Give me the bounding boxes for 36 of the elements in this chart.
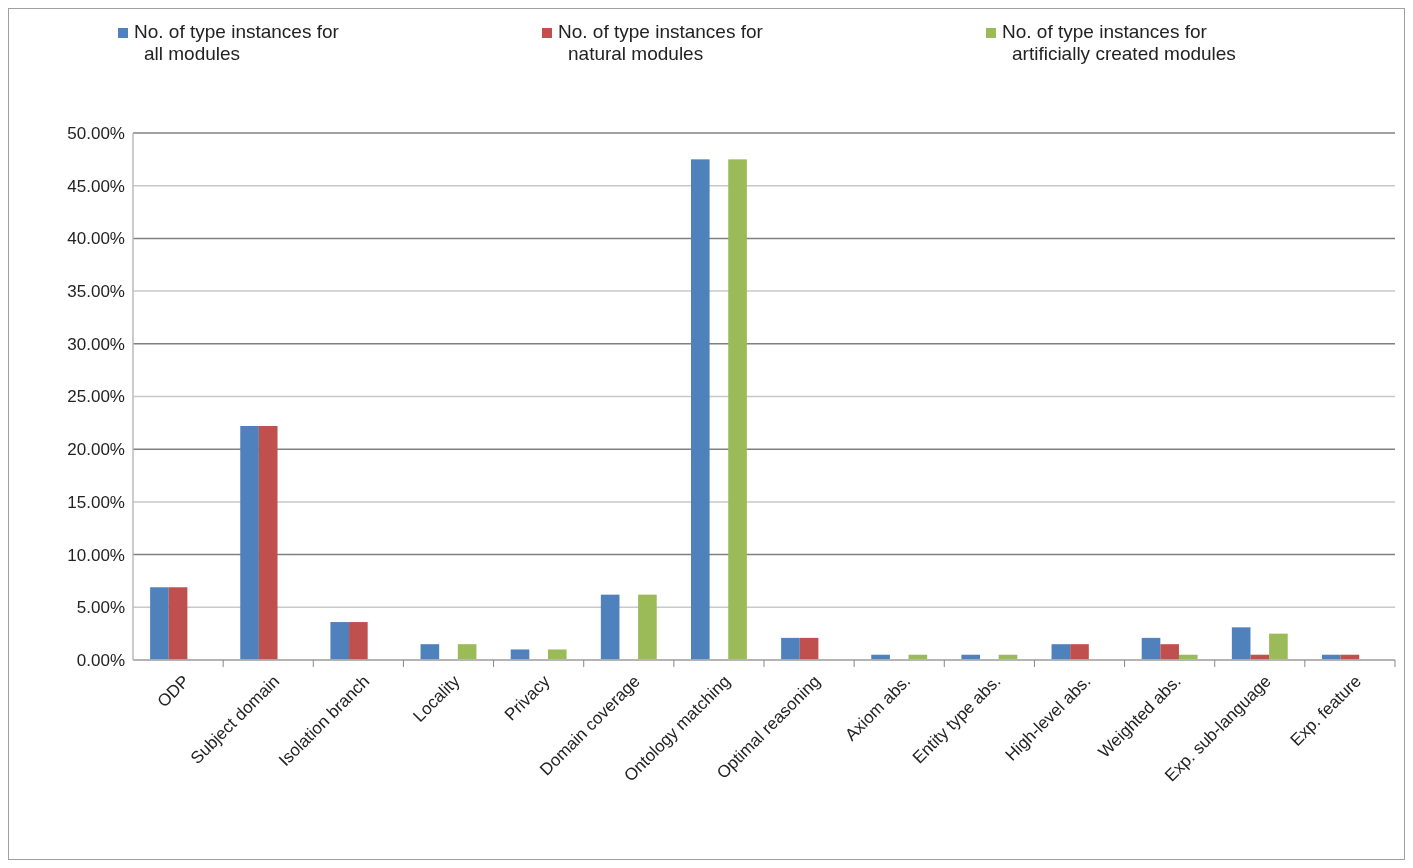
bar [728, 159, 747, 660]
bar [799, 637, 819, 660]
bar [330, 622, 350, 660]
legend-label: No. of type instances for artificially created modules [1002, 21, 1236, 64]
y-tick-label: 5.00% [76, 598, 125, 618]
y-tick-label: 25.00% [67, 387, 125, 407]
y-tick-label: 15.00% [67, 492, 125, 512]
legend-label: No. of type instances for all modules [134, 21, 340, 64]
bar [420, 644, 440, 660]
bar [349, 622, 368, 660]
y-tick-label: 30.00% [67, 334, 125, 354]
legend-label: No. of type instances for natural modules [558, 21, 764, 64]
bar [600, 594, 620, 660]
bar [638, 594, 657, 660]
bar [1231, 627, 1251, 660]
y-tick-label: 40.00% [67, 229, 125, 249]
bar [457, 644, 477, 660]
y-tick-label: 35.00% [67, 282, 125, 302]
y-tick-label: 20.00% [67, 440, 125, 460]
bar [1051, 644, 1071, 660]
bar [781, 637, 800, 660]
bar [690, 159, 710, 660]
bar [1269, 633, 1288, 660]
bar [510, 649, 530, 660]
bar [1141, 637, 1161, 660]
bar [240, 426, 259, 660]
bar [150, 587, 169, 660]
bar [258, 426, 278, 660]
bar [168, 587, 188, 660]
bar [1160, 644, 1179, 660]
bar [1070, 644, 1089, 660]
bar [547, 649, 567, 660]
y-tick-label: 0.00% [76, 650, 125, 670]
y-tick-label: 10.00% [67, 545, 125, 565]
y-tick-label: 50.00% [67, 123, 125, 143]
y-tick-label: 45.00% [67, 176, 125, 196]
